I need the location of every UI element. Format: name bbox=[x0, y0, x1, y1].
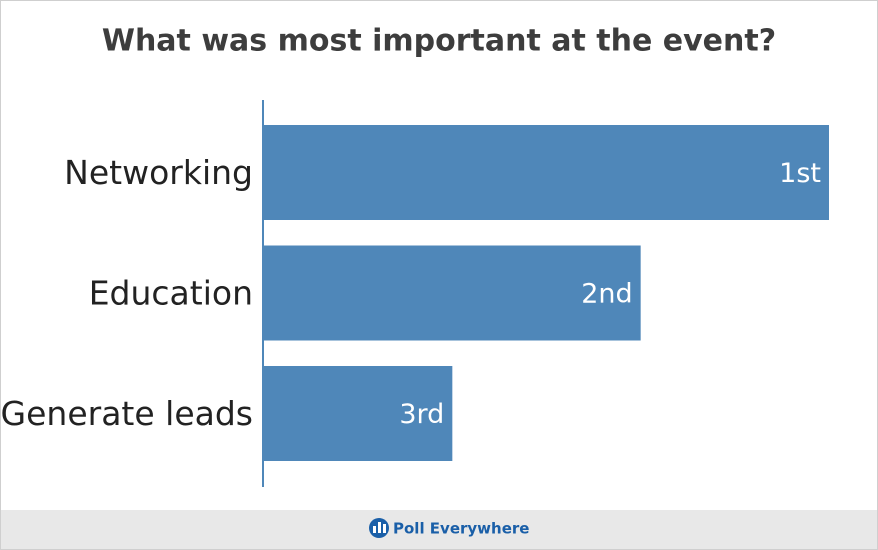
brand-name: Poll Everywhere bbox=[393, 520, 529, 538]
rank-label: 2nd bbox=[581, 279, 632, 310]
bar bbox=[264, 366, 453, 461]
category-label: Networking bbox=[64, 153, 253, 192]
category-label: Education bbox=[89, 274, 253, 313]
bar bbox=[264, 125, 829, 220]
bar bbox=[264, 245, 641, 341]
rank-label: 1st bbox=[779, 158, 821, 189]
brand-logo bbox=[369, 518, 389, 538]
chart-title: What was most important at the event? bbox=[102, 24, 776, 59]
footer-band bbox=[1, 510, 877, 549]
category-label: Generate leads bbox=[1, 394, 253, 433]
rank-label: 3rd bbox=[399, 399, 444, 430]
